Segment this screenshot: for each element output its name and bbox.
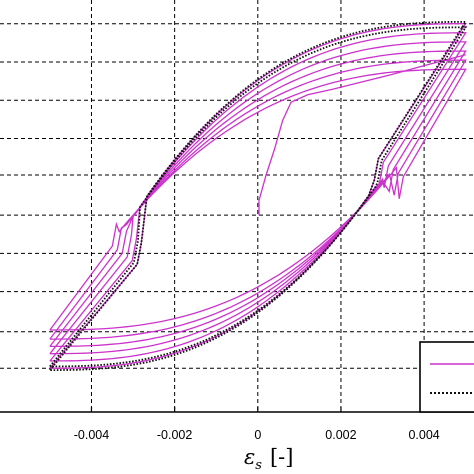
x-axis-label: εs [-] [244,445,293,473]
series-0-loop-2 [49,41,467,355]
x-tick-label-2: 0 [254,428,261,442]
x-tick-label-0: -0.004 [74,428,109,442]
series-0-loop-3 [49,50,467,348]
series-0-initial-loading [258,54,466,216]
x-axis-subscript: s [255,458,262,473]
x-tick-label-4: 0.004 [408,428,439,442]
series-0-loop-1 [49,32,467,362]
legend-box [419,341,474,413]
hysteresis-curves [49,21,468,371]
x-tick-label-1: -0.002 [157,428,192,442]
series-0-loop-4 [49,59,467,340]
series-1-loop-1 [49,26,468,368]
x-axis-symbol: ε [244,445,255,469]
x-axis-unit: [-] [270,445,293,469]
x-tick-label-3: 0.002 [325,428,356,442]
x-tick-labels: -0.004 -0.002 0 0.002 0.004 [74,428,440,442]
legend [419,341,474,413]
grid-lines [0,0,474,412]
series-0-loop-5 [49,68,467,331]
